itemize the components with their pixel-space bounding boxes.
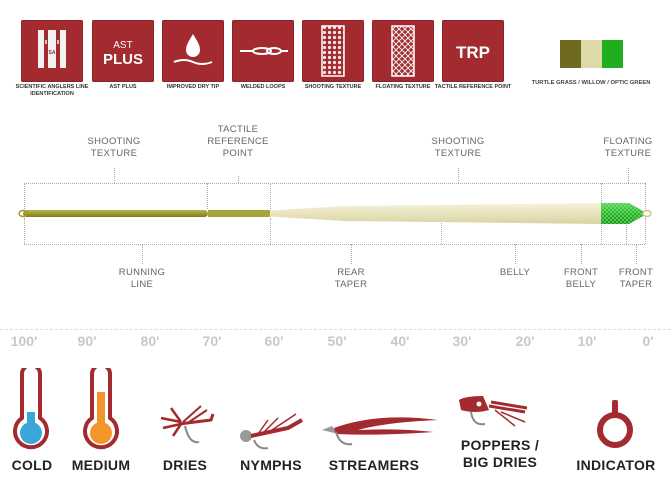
scale-label: 90' [77, 333, 97, 349]
color-swatch-willow [581, 40, 602, 68]
scale-label: 50' [327, 333, 347, 349]
indicator-icon [597, 400, 633, 448]
dry-fly-icon [160, 405, 215, 444]
label-floating-texture: FLOATING TEXTURE [603, 136, 653, 159]
label-running-line: RUNNING LINE [118, 267, 166, 290]
line-id-icon: SA [38, 30, 66, 68]
streamer-icon [322, 417, 438, 446]
poppers-label: POPPERS / BIG DRIES [460, 437, 540, 470]
cold-label: COLD [11, 457, 53, 473]
welded-loop-icon [240, 47, 288, 55]
ast-plus-icon: AST PLUS [103, 40, 143, 68]
label-front-taper: FRONT TAPER [618, 267, 654, 290]
line-id-label: SCIENTIFIC ANGLERS LINE IDENTIFICATION [15, 84, 89, 97]
label-tactile-reference-point: TACTILE REFERENCE POINT [207, 124, 269, 159]
scale-label: 40' [390, 333, 410, 349]
water-drop-icon [173, 34, 213, 65]
color-swatch-turtle-grass [560, 40, 581, 68]
indicator-label: INDICATOR [576, 457, 656, 473]
shooting-texture-label: SHOOTING TEXTURE [304, 84, 362, 90]
nymph-icon [240, 413, 303, 450]
dries-label: DRIES [162, 457, 208, 473]
dry-tip-label: IMPROVED DRY TIP [166, 84, 220, 90]
scale-label: 80' [140, 333, 160, 349]
medium-label: MEDIUM [71, 457, 131, 473]
label-rear-taper: REAR TAPER [334, 267, 368, 290]
floating-texture-label: FLOATING TEXTURE [375, 84, 431, 90]
scale-label: 70' [202, 333, 222, 349]
scale-label: 0' [642, 333, 654, 349]
medium-thermometer-icon [83, 368, 119, 450]
scale-label: 20' [515, 333, 535, 349]
trp-label: TACTILE REFERENCE POINT [434, 84, 512, 90]
svg-text:AST: AST [113, 40, 132, 51]
popper-icon [459, 396, 528, 427]
fly-line-profile [18, 203, 652, 224]
color-names: TURTLE GRASS / WILLOW / OPTIC GREEN [531, 80, 651, 86]
welded-loops-label: WELDED LOOPS [240, 84, 286, 90]
label-shooting-texture-rear: SHOOTING TEXTURE [87, 136, 141, 159]
welded-loops-badge [232, 20, 294, 82]
label-belly: BELLY [499, 267, 531, 278]
trp-icon: TRP [456, 43, 490, 62]
scale-label: 100' [10, 333, 38, 349]
svg-text:PLUS: PLUS [103, 51, 143, 68]
scale-label: 60' [264, 333, 284, 349]
ast-plus-badge: AST PLUS [92, 20, 154, 82]
svg-text:SA: SA [49, 50, 56, 56]
label-shooting-texture-front: SHOOTING TEXTURE [431, 136, 485, 159]
dry-tip-badge [162, 20, 224, 82]
label-front-belly: FRONT BELLY [563, 267, 599, 290]
shooting-texture-badge [302, 20, 364, 82]
floating-texture-badge [372, 20, 434, 82]
floating-texture-icon [391, 25, 415, 77]
cold-thermometer-icon [13, 368, 49, 450]
streamers-label: STREAMERS [328, 457, 420, 473]
scale-label: 10' [577, 333, 597, 349]
scale-label: 30' [452, 333, 472, 349]
shooting-texture-icon [321, 25, 345, 77]
trp-badge: TRP [442, 20, 504, 82]
svg-text:TRP: TRP [456, 43, 490, 62]
ast-plus-label: AST PLUS [109, 84, 137, 90]
color-swatch-optic-green [602, 40, 623, 68]
line-id-badge: SA [21, 20, 83, 82]
nymphs-label: NYMPHS [240, 457, 302, 473]
